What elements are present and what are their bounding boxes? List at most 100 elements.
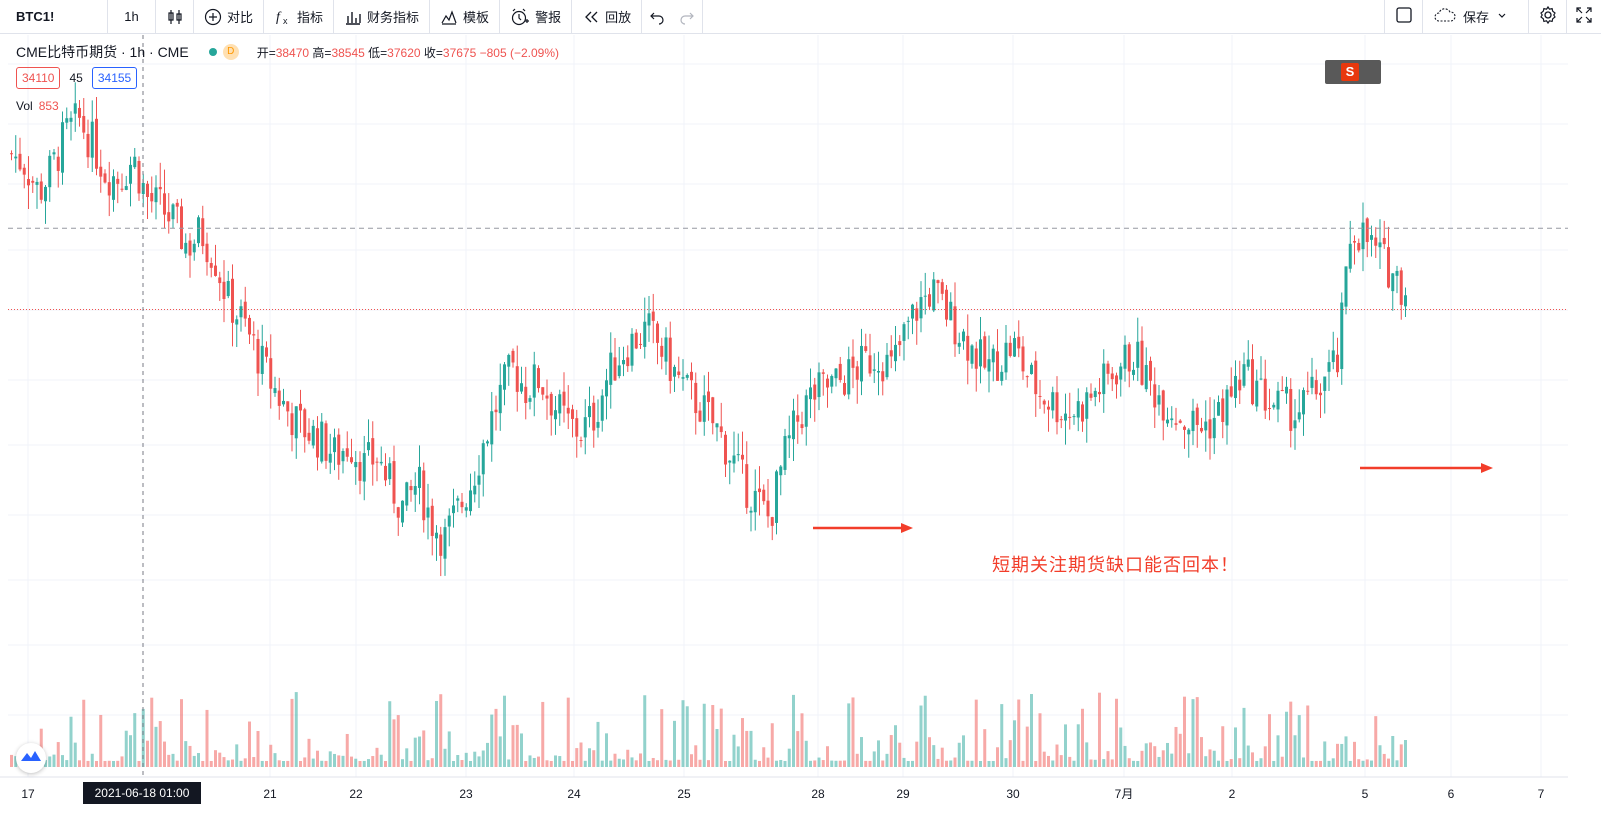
candle-body <box>834 368 838 379</box>
candle-body <box>974 348 978 369</box>
volume-bar <box>69 716 73 767</box>
volume-bar <box>486 742 489 767</box>
volume-bar <box>290 698 294 767</box>
redo-button[interactable] <box>672 0 704 34</box>
financials-label: 财务指标 <box>367 10 420 25</box>
floating-widget[interactable]: S <box>1325 60 1381 84</box>
candle-body <box>605 380 608 397</box>
volume-bar <box>1149 742 1152 767</box>
volume-bar <box>532 757 536 767</box>
volume-bar <box>1115 698 1118 767</box>
volume-bar <box>256 731 260 767</box>
sell-button[interactable]: 34110 <box>16 67 61 89</box>
volume-bar <box>515 724 519 767</box>
alert-button[interactable]: 警报 <box>500 0 573 34</box>
volume-bar <box>677 759 681 767</box>
volume-bar <box>1106 751 1110 767</box>
volume-bar <box>226 760 230 767</box>
volume-bar <box>48 756 52 767</box>
volume-bar <box>1123 745 1127 767</box>
volume-bar <box>52 754 56 767</box>
candle-body <box>758 488 761 493</box>
volume-bar <box>214 750 217 767</box>
candle-body <box>1255 380 1259 407</box>
candle-body <box>409 486 413 491</box>
maximize-button[interactable] <box>1566 0 1601 34</box>
candle-body <box>56 156 60 171</box>
candle-body <box>1008 342 1012 356</box>
save-button[interactable]: 保存 <box>1422 0 1528 34</box>
candle-body <box>1183 426 1186 430</box>
candle-body <box>1081 404 1084 422</box>
volume-bar <box>112 760 115 767</box>
candle-body <box>146 183 149 197</box>
volume-bar <box>1221 726 1225 767</box>
volume-bar <box>707 760 710 767</box>
volume-bar <box>1306 705 1310 767</box>
candle-body <box>248 317 251 335</box>
market-status-dot[interactable] <box>208 48 217 56</box>
candle-body <box>766 500 770 517</box>
compare-button[interactable]: 对比 <box>194 0 265 34</box>
symbol-search-button[interactable]: BTC1! <box>0 0 108 34</box>
candle-body <box>48 155 52 188</box>
volume-bar <box>333 753 336 767</box>
volume-bar <box>630 757 634 767</box>
volume-bar <box>146 740 149 767</box>
candle-body <box>698 410 702 422</box>
undo-button[interactable] <box>642 0 672 34</box>
volume-bar <box>439 694 443 767</box>
volume-bar <box>609 760 613 767</box>
candle-body <box>44 186 47 202</box>
volume-bar <box>1399 744 1403 767</box>
candle-body <box>133 156 137 168</box>
volume-bar <box>830 760 834 767</box>
candle-body <box>575 418 579 437</box>
candle-body <box>966 335 970 361</box>
fullscreen-toggle-button[interactable] <box>1384 0 1422 34</box>
interval-button[interactable]: 1h <box>108 0 156 34</box>
price-chart[interactable]: 17 21 22 23 24 25 28 29 30 7月 2 5 6 7 <box>0 35 1568 808</box>
volume-bar <box>528 755 532 767</box>
candle-body <box>371 438 375 465</box>
templates-label: 模板 <box>463 10 490 25</box>
delay-badge[interactable]: D <box>222 44 239 60</box>
candle-body <box>1042 400 1046 405</box>
candle-body <box>792 410 795 440</box>
candle-body <box>1089 393 1093 398</box>
candle-body <box>167 212 171 222</box>
buy-button[interactable]: 34155 <box>91 67 138 89</box>
candle-body <box>1119 366 1123 380</box>
candle-body <box>541 387 545 395</box>
volume-bar <box>1076 724 1080 767</box>
volume-bar <box>605 733 608 767</box>
volume-bar <box>163 741 166 767</box>
candle-body <box>566 407 570 414</box>
volume-bar <box>1234 727 1237 767</box>
chart-type-button[interactable] <box>156 0 194 34</box>
candle-body <box>826 378 829 388</box>
volume-bar <box>1225 760 1229 767</box>
candle-body <box>252 334 256 336</box>
volume-bar <box>1127 758 1131 767</box>
candle-body <box>668 337 672 381</box>
candle-body <box>707 391 710 403</box>
tradingview-logo[interactable] <box>16 743 46 773</box>
candle-body <box>928 294 931 307</box>
replay-button[interactable]: 回放 <box>572 0 643 34</box>
candle-body <box>549 393 553 416</box>
candle-body <box>583 417 587 438</box>
volume-bar <box>1229 759 1233 767</box>
candle-body <box>95 118 98 169</box>
financials-button[interactable]: 财务指标 <box>334 0 431 34</box>
volume-bar <box>1255 760 1259 767</box>
volume-bar <box>56 742 60 767</box>
templates-button[interactable]: 模板 <box>430 0 501 34</box>
candle-body <box>592 402 596 431</box>
candle-body <box>1234 375 1237 399</box>
volume-bar <box>95 760 98 767</box>
time-tick-label: 24 <box>567 787 581 801</box>
settings-button[interactable] <box>1528 0 1566 34</box>
